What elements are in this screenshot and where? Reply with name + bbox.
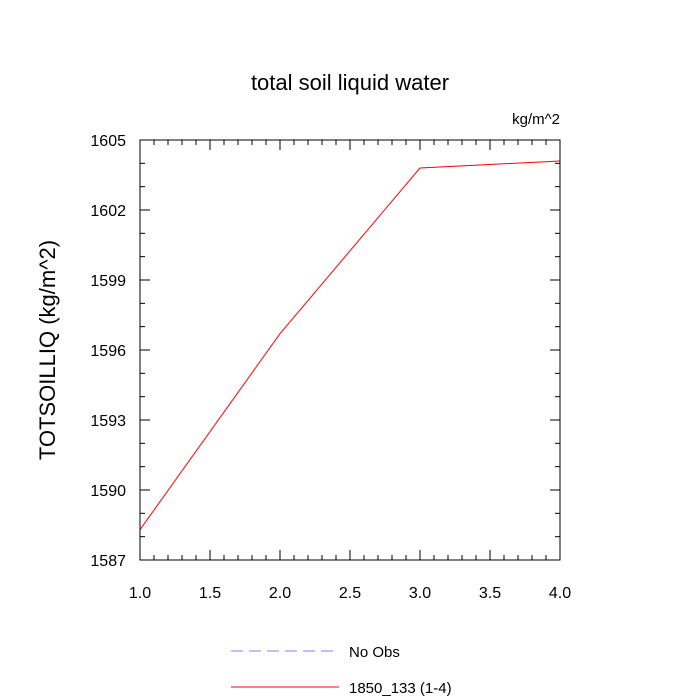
- y-tick-label: 1590: [90, 483, 126, 500]
- series-line: [139, 160, 561, 530]
- units-label: kg/m^2: [512, 111, 560, 128]
- y-tick-label: 1605: [90, 133, 126, 150]
- y-tick-label: 1593: [90, 413, 126, 430]
- x-tick-label: 3.5: [479, 585, 501, 602]
- plot-frame: [139, 139, 561, 561]
- x-tick-label: 4.0: [549, 585, 571, 602]
- legend-label: No Obs: [349, 644, 400, 661]
- chart-title: total soil liquid water: [251, 70, 449, 95]
- legend: No Obs 1850_133 (1-4): [231, 644, 452, 697]
- tick-labels: 1.0 1.5 2.0 2.5 3.0 3.5 4.0 1587 1590 1593 1596 159…: [90, 133, 571, 602]
- x-tick-label: 3.0: [409, 585, 431, 602]
- y-axis-label: TOTSOILLIQ (kg/m^2): [35, 240, 60, 460]
- axis-ticks: [139, 139, 561, 561]
- x-tick-label: 1.0: [129, 585, 151, 602]
- y-tick-label: 1602: [90, 203, 126, 220]
- x-tick-label: 2.5: [339, 585, 361, 602]
- series-lines: [139, 160, 561, 530]
- legend-label: 1850_133 (1-4): [349, 680, 452, 697]
- x-tick-label: 2.0: [269, 585, 291, 602]
- y-tick-label: 1596: [90, 343, 126, 360]
- y-tick-label: 1587: [90, 553, 126, 570]
- y-tick-label: 1599: [90, 273, 126, 290]
- x-tick-label: 1.5: [199, 585, 221, 602]
